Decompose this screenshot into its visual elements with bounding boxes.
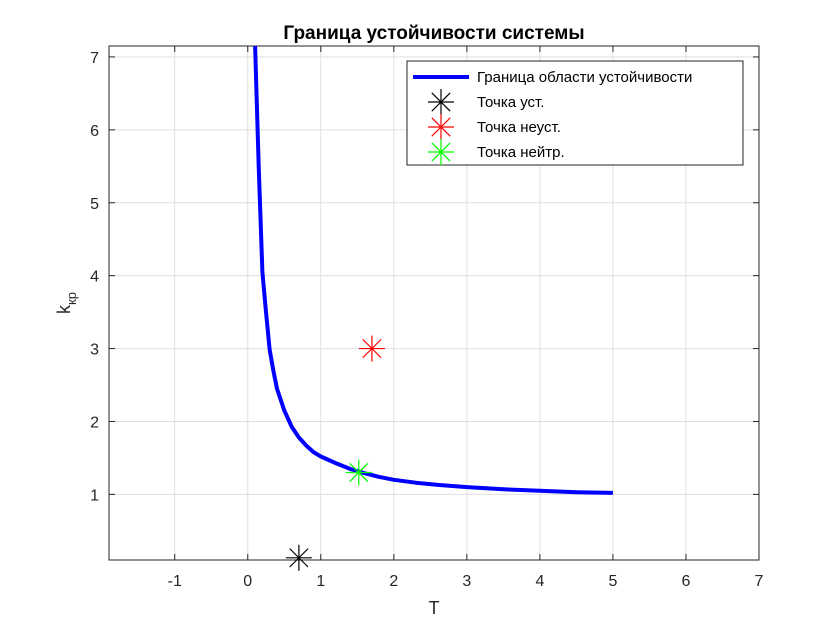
x-tick-label: -1	[168, 573, 182, 590]
x-axis-title: T	[429, 598, 440, 618]
y-tick-label: 7	[90, 50, 99, 67]
x-tick-label: 0	[243, 573, 252, 590]
y-tick-label: 6	[90, 123, 99, 140]
y-axis-title-main: k	[54, 304, 74, 314]
legend-asterisk-icon	[428, 139, 454, 165]
chart-title: Граница устойчивости системы	[283, 23, 584, 44]
series-line-stability-boundary	[253, 45, 613, 495]
legend-asterisk-icon	[428, 114, 454, 140]
y-tick-label: 1	[90, 487, 99, 504]
x-tick-label: 1	[316, 573, 325, 590]
series-layer	[253, 45, 613, 571]
y-tick-label: 2	[90, 414, 99, 431]
y-axis-title: kкр	[54, 292, 79, 314]
y-tick-label: 4	[90, 269, 99, 286]
y-tick-label: 3	[90, 342, 99, 359]
legend-marker-neutral	[428, 139, 454, 165]
legend-entry-neutral: Точка нейтр.	[477, 144, 565, 161]
legend-entry-boundary: Граница области устойчивости	[477, 69, 692, 86]
x-tick-label: 7	[755, 573, 764, 590]
svg-text:kкр: kкр	[54, 292, 79, 314]
y-axis-title-subscript: кр	[64, 292, 79, 305]
legend-entry-stable: Точка уст.	[477, 94, 544, 111]
y-tick-label: 5	[90, 196, 99, 213]
marker-point-3	[345, 459, 372, 486]
x-tick-label: 4	[535, 573, 544, 590]
legend: Граница области устойчивости Точка уст. …	[406, 60, 744, 166]
legend-marker-stable	[428, 89, 454, 115]
x-tick-label: 2	[389, 573, 398, 590]
plot-area-frame	[108, 45, 760, 561]
x-tick-label: 3	[462, 573, 471, 590]
legend-marker-unstable	[428, 114, 454, 140]
x-tick-label: 6	[682, 573, 691, 590]
x-tick-label: 5	[608, 573, 617, 590]
marker-point-1	[285, 544, 312, 571]
legend-entry-unstable: Точка неуст.	[477, 119, 561, 136]
legend-asterisk-icon	[428, 89, 454, 115]
axis-ticks: -1 0 1 2 3 4 5 6 7 1 2 3 4 5 6 7	[90, 46, 764, 590]
marker-point-2	[358, 335, 385, 362]
